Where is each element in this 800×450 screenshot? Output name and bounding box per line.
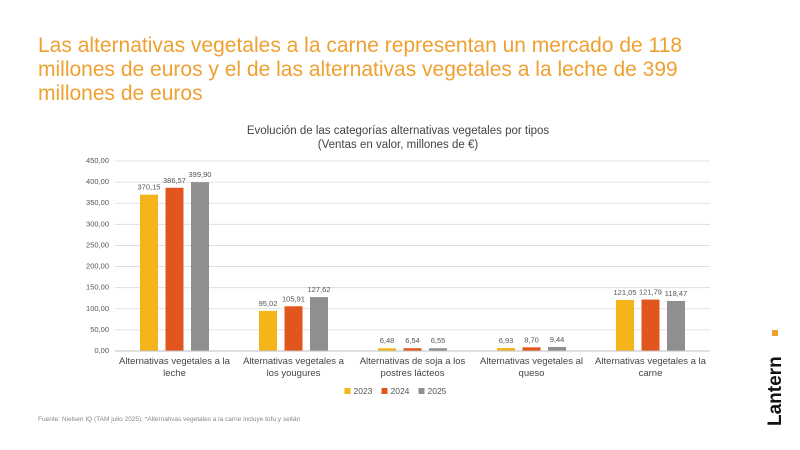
y-tick-label: 450,00 <box>86 156 109 165</box>
bar <box>310 297 328 351</box>
x-tick-label: Alternativas vegetales a la leche <box>119 356 230 379</box>
y-tick-label: 300,00 <box>86 219 109 228</box>
chart-subtitle: (Ventas en valor, millones de €) <box>318 139 479 151</box>
logo-square <box>772 330 778 336</box>
logo: Lantern <box>765 330 786 426</box>
bar <box>140 194 158 351</box>
legend-label: 2023 <box>354 386 373 396</box>
value-label: 95,02 <box>259 299 278 308</box>
bar <box>616 299 634 351</box>
value-label: 6,54 <box>405 336 420 345</box>
bar <box>548 347 566 351</box>
value-label: 6,93 <box>499 336 514 345</box>
y-tick-label: 150,00 <box>86 283 109 292</box>
y-tick-label: 250,00 <box>86 240 109 249</box>
logo-text: Lantern <box>765 356 786 426</box>
value-label: 399,90 <box>189 170 212 179</box>
value-label: 6,48 <box>380 336 395 345</box>
bar <box>667 300 685 351</box>
bar <box>497 348 515 351</box>
value-label: 6,55 <box>431 336 446 345</box>
y-tick-label: 350,00 <box>86 198 109 207</box>
bar <box>641 299 660 351</box>
value-label: 370,15 <box>138 183 161 192</box>
y-tick-label: 200,00 <box>86 262 109 271</box>
source-note: Fuente: Nielsen IQ (TAM julio 2025). *Al… <box>38 416 301 423</box>
legend-swatch <box>418 388 425 394</box>
value-label: 8,70 <box>524 335 539 344</box>
legend-swatch <box>381 388 388 394</box>
value-label: 105,91 <box>282 294 305 303</box>
value-label: 9,44 <box>550 335 565 344</box>
y-tick-label: 400,00 <box>86 177 109 186</box>
value-label: 121,79 <box>639 288 662 297</box>
bar <box>522 347 541 351</box>
y-tick-label: 100,00 <box>86 304 109 313</box>
value-label: 121,05 <box>614 288 637 297</box>
x-tick-label: Alternativas vegetales a los yougures <box>243 356 344 379</box>
y-tick-label: 0,00 <box>94 346 109 355</box>
bar <box>165 187 184 351</box>
bar <box>284 306 303 351</box>
x-tick-label: Alternativas de soja a los postres lácte… <box>359 356 466 379</box>
bar <box>403 348 422 351</box>
bar <box>259 310 277 351</box>
y-tick-label: 50,00 <box>90 325 109 334</box>
value-label: 386,57 <box>163 176 186 185</box>
x-tick-label: Alternativas vegetales a la carne <box>595 356 706 379</box>
legend-label: 2025 <box>428 386 447 396</box>
headline: Las alternativas vegetales a la carne re… <box>38 34 683 105</box>
bar <box>191 182 209 351</box>
value-label: 127,62 <box>308 285 331 294</box>
legend-label: 2024 <box>391 386 410 396</box>
legend-swatch <box>344 388 351 394</box>
bar <box>429 348 447 351</box>
chart-title: Evolución de las categorías alternativas… <box>247 125 550 137</box>
bar <box>378 348 396 351</box>
value-label: 118,47 <box>665 289 687 298</box>
x-tick-label: Alternativas vegetales al queso <box>480 356 583 379</box>
